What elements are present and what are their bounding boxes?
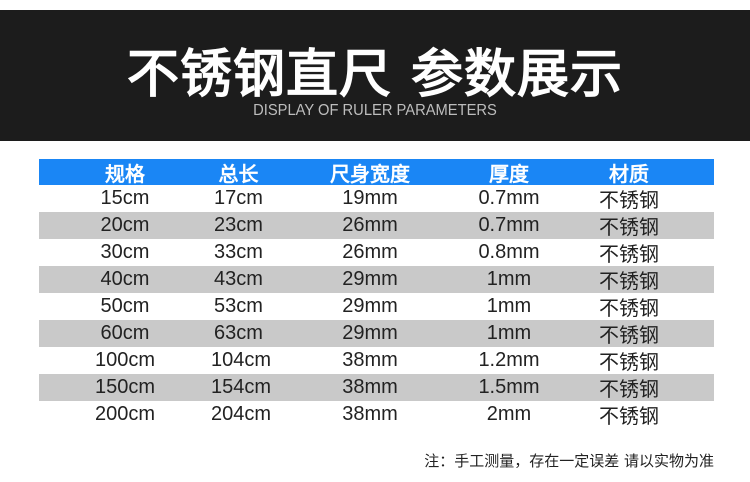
table-cell: 1mm [486, 268, 532, 290]
table-row: 30cm 33cm 26mm 0.8mm 不锈钢 [39, 239, 714, 266]
table-cell: 1.5mm [478, 376, 540, 398]
table-cell: 29mm [342, 322, 398, 344]
table-cell: 15cm [100, 187, 150, 209]
table-cell: 40cm [100, 268, 150, 290]
table-cell: 38mm [342, 349, 398, 371]
table-row: 150cm 154cm 38mm 1.5mm 不锈钢 [39, 374, 714, 401]
table-cell: 0.8mm [478, 241, 540, 263]
table-row: 40cm 43cm 29mm 1mm 不锈钢 [39, 266, 714, 293]
table-cell: 150cm [94, 376, 156, 398]
table-cell: 43cm [214, 268, 263, 290]
table-cell: 23cm [214, 214, 263, 236]
table-cell: 30cm [100, 241, 150, 263]
table-row: 200cm 204cm 38mm 2mm 不锈钢 [39, 401, 714, 428]
table-cell: 204cm [211, 403, 272, 425]
column-header: 总长 [218, 161, 259, 186]
table-cell: 29mm [342, 295, 398, 317]
table-cell: 不锈钢 [599, 406, 659, 428]
table-cell: 1.2mm [478, 349, 540, 371]
table-cell: 60cm [100, 322, 150, 344]
table-cell: 100cm [94, 349, 156, 371]
table-cell: 20cm [100, 214, 150, 236]
table-row: 20cm 23cm 26mm 0.7mm 不锈钢 [39, 212, 714, 239]
table-cell: 33cm [214, 241, 263, 263]
parameter-table: 规格 总长 尺身宽度 厚度 材质 15cm 17cm 19mm 0.7mm 不锈钢 20c… [39, 159, 714, 428]
table-cell: 2mm [486, 403, 532, 425]
table-row: 15cm 17cm 19mm 0.7mm 不锈钢 [39, 185, 714, 212]
table-cell: 0.7mm [478, 214, 540, 236]
column-header: 厚度 [489, 161, 529, 186]
table-row: 50cm 53cm 29mm 1mm 不锈钢 [39, 293, 714, 320]
table-cell: 17cm [214, 187, 263, 209]
table-cell: 26mm [342, 241, 398, 263]
table-cell: 19mm [342, 187, 398, 209]
column-header: 材质 [609, 161, 649, 186]
table-cell: 29mm [342, 268, 398, 290]
table-cell: 0.7mm [478, 187, 540, 209]
table-cell: 不锈钢 [599, 217, 659, 239]
table-row: 60cm 63cm 29mm 1mm 不锈钢 [39, 320, 714, 347]
page-subtitle: DISPLAY OF RULER PARAMETERS [253, 102, 497, 119]
table-header: 规格 总长 尺身宽度 厚度 材质 [39, 159, 714, 186]
column-header: 规格 [105, 161, 145, 186]
table-cell: 38mm [342, 376, 398, 398]
table-cell: 不锈钢 [599, 325, 659, 347]
table-cell: 38mm [342, 403, 398, 425]
table-cell: 不锈钢 [599, 298, 659, 320]
table-cell: 不锈钢 [599, 379, 659, 401]
table-cell: 1mm [486, 322, 532, 344]
table-cell: 1mm [486, 295, 532, 317]
measurement-note: 注：手工测量，存在一定误差 请以实物为准 [424, 452, 714, 470]
table-cell: 50cm [100, 295, 150, 317]
table-cell: 104cm [211, 349, 272, 371]
table-cell: 不锈钢 [599, 190, 659, 212]
title-banner: 不锈钢直尺 参数展示 DISPLAY OF RULER PARAMETERS [0, 10, 750, 141]
table-row: 100cm 104cm 38mm 1.2mm 不锈钢 [39, 347, 714, 374]
table-cell: 200cm [94, 403, 156, 425]
table-cell: 26mm [342, 214, 398, 236]
table-cell: 53cm [214, 295, 263, 317]
table-cell: 不锈钢 [599, 352, 659, 374]
table-cell: 不锈钢 [599, 244, 659, 266]
table-cell: 154cm [211, 376, 272, 398]
page-title: 不锈钢直尺 参数展示 [126, 45, 624, 105]
column-header: 尺身宽度 [330, 161, 410, 186]
table-cell: 63cm [214, 322, 263, 344]
table-cell: 不锈钢 [599, 271, 659, 293]
